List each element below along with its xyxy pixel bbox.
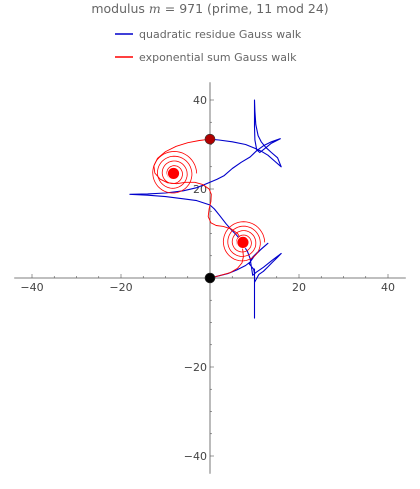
x-tick-label: 40 (381, 281, 395, 294)
y-tick-label: −20 (184, 361, 207, 374)
chart-title: modulus m = 971 (prime, 11 mod 24) (91, 1, 328, 16)
spiral-center-point (236, 235, 250, 249)
quadratic-walk-line (129, 99, 282, 319)
title-equals: = (165, 1, 175, 16)
legend-label-quadratic: quadratic residue Gauss walk (139, 28, 302, 41)
x-tick-label: −20 (109, 281, 132, 294)
start-marker (204, 272, 216, 284)
y-tick-label: −40 (184, 450, 207, 463)
title-note: (prime, 11 mod 24) (207, 1, 329, 16)
exponential-walk-line (153, 138, 244, 279)
y-tick-label: 40 (193, 94, 207, 107)
x-tick-label: −40 (20, 281, 43, 294)
plot-area: −40 −20 20 40 −40 −20 20 40 (14, 82, 406, 474)
title-prefix: modulus (91, 1, 145, 16)
end-marker (204, 133, 216, 145)
title-value: 971 (179, 1, 203, 16)
x-tick-label: 20 (292, 281, 306, 294)
legend-label-exponential: exponential sum Gauss walk (139, 51, 297, 64)
y-tick-label: 20 (193, 183, 207, 196)
legend: quadratic residue Gauss walk exponential… (115, 28, 302, 64)
spiral-center-point (167, 167, 180, 180)
title-variable: m (149, 1, 161, 16)
